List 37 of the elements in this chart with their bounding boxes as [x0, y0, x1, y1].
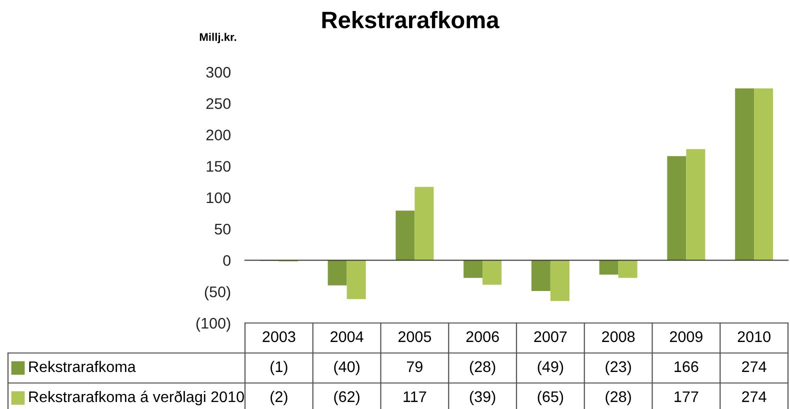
y-tick-label: 300: [206, 66, 231, 78]
y-axis-title: Millj.kr.: [200, 32, 236, 44]
data-label: (28): [470, 360, 496, 376]
y-tick-label: (50): [204, 286, 230, 300]
x-tick-label: 2005: [398, 331, 432, 342]
data-label: (65): [538, 390, 564, 406]
data-label: 166: [674, 361, 698, 372]
x-tick-label: 2008: [602, 331, 635, 342]
x-tick-label: 2003: [262, 331, 296, 342]
data-label: 177: [674, 391, 698, 402]
x-tick-label: 2010: [738, 331, 770, 342]
legend-label: Rekstrarafkoma: [29, 360, 136, 372]
data-label: (2): [270, 390, 288, 406]
chart-title: Rekstrarafkoma: [322, 10, 500, 28]
data-label: 274: [742, 391, 766, 402]
data-label: 117: [404, 391, 426, 402]
data-label: (62): [334, 390, 360, 406]
data-label: (1): [270, 360, 288, 376]
data-label: (49): [538, 360, 564, 376]
legend-label: Rekstrarafkoma á verðlagi 2010: [29, 390, 244, 406]
data-label: 79: [406, 361, 422, 372]
x-tick-label: 2006: [466, 331, 499, 342]
data-label: (40): [334, 360, 360, 376]
x-tick-label: 2007: [534, 331, 567, 342]
data-label: (23): [606, 360, 631, 376]
y-tick-label: 100: [206, 192, 231, 204]
y-tick-label: 0: [223, 255, 231, 266]
y-tick-label: 150: [206, 160, 231, 172]
y-tick-label: 200: [206, 130, 231, 140]
data-label: 274: [742, 361, 766, 372]
y-tick-label: 250: [206, 98, 231, 110]
y-tick-label: (100): [196, 317, 230, 332]
data-label: (39): [470, 390, 496, 406]
x-tick-label: 2009: [670, 331, 702, 342]
data-label: (28): [606, 390, 631, 406]
x-tick-label: 2004: [330, 331, 364, 342]
y-tick-label: 50: [214, 224, 231, 235]
